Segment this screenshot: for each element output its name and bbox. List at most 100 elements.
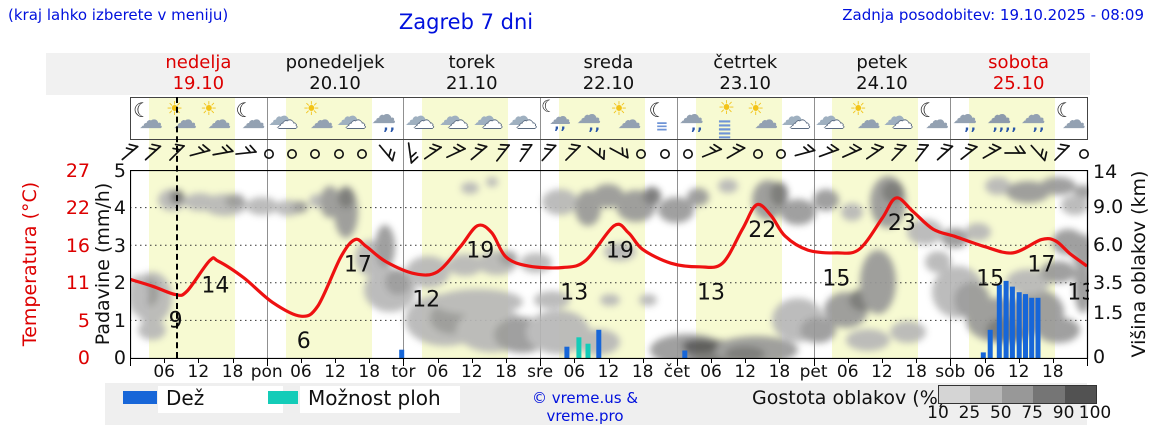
temperature-label: 23 xyxy=(888,211,916,236)
day-abbr-label: tor xyxy=(391,362,416,382)
wind-barb-icon xyxy=(793,141,817,167)
wind-calm-icon xyxy=(770,141,794,167)
wind-barb-icon xyxy=(887,141,911,167)
precip-bar xyxy=(1009,286,1015,358)
cloud-rain-icon: ☁’’ xyxy=(1020,100,1046,142)
cloud-rain-icon: ☁’’ xyxy=(576,100,602,142)
day-header-petek: petek 24.10 xyxy=(814,52,951,94)
wind-calm-icon xyxy=(747,141,771,167)
moon-fog-icon: ☾ ≡ xyxy=(648,98,669,135)
cloud-icon: ☁ ☁ xyxy=(404,102,435,133)
wind-barb-icon xyxy=(514,141,538,167)
wind-barb-icon xyxy=(724,141,748,167)
time-tick xyxy=(916,358,918,363)
time-tick xyxy=(847,358,849,363)
precip-axis-title: Padavine (mm/h) xyxy=(92,182,114,346)
day-name: četrtek xyxy=(713,52,778,73)
hour-label: 12 xyxy=(871,362,893,382)
cloud-height-tick: 9.0 xyxy=(1093,196,1124,218)
wind-calm-icon xyxy=(281,141,305,167)
cloud-icon: ☁ ☁ xyxy=(814,102,845,133)
time-tick xyxy=(711,358,712,363)
time-tick xyxy=(1087,358,1088,366)
density-gradient-segment xyxy=(1033,386,1065,403)
plot-svg: 9 14 6 17 12 19 13 19 13 22 15 23 15 17 13 xyxy=(130,170,1089,359)
time-tick xyxy=(437,358,439,363)
wind-barb-icon xyxy=(933,141,957,167)
day-name: sreda xyxy=(583,52,634,73)
wind-calm-icon xyxy=(630,141,654,167)
wind-calm-icon xyxy=(1073,141,1097,167)
wind-barb-icon xyxy=(910,141,934,167)
day-header-nedelja: nedelja 19.10 xyxy=(130,52,267,94)
rain-swatch xyxy=(123,391,157,404)
cloud-height-tick: 6.0 xyxy=(1093,234,1124,256)
cloud-icon: ☁ ☁ xyxy=(780,102,811,133)
wind-calm-icon xyxy=(351,141,375,167)
time-tick xyxy=(403,358,405,366)
wind-barb-icon xyxy=(607,141,631,167)
precip-tick: 1 xyxy=(113,309,126,332)
sky-icon-box xyxy=(130,97,1088,140)
time-tick xyxy=(232,358,234,363)
current-time-line xyxy=(176,97,179,358)
cloud-icon: ☁ ☁ xyxy=(267,102,298,133)
hour-label: 18 xyxy=(221,362,244,382)
precip-bar xyxy=(564,346,570,358)
cloud-axis-title: Višina oblakov (km) xyxy=(1128,170,1150,358)
wind-calm-icon xyxy=(258,141,282,167)
time-tick xyxy=(164,358,166,363)
day-header-ponedeljek: ponedeljek 20.10 xyxy=(267,52,404,94)
day-header-torek: torek 21.10 xyxy=(403,52,540,94)
moon-cloud-icon: ☾ ☁ xyxy=(919,98,950,134)
day-date: 19.10 xyxy=(172,73,225,94)
time-tick xyxy=(574,358,576,363)
hour-label: 12 xyxy=(460,362,483,382)
time-tick xyxy=(369,358,371,363)
wind-barb-icon xyxy=(1026,141,1050,167)
time-tick xyxy=(130,358,131,366)
density-gradient-segment xyxy=(970,386,1002,403)
temperature-curve xyxy=(130,196,1088,318)
temperature-label: 14 xyxy=(201,274,229,299)
wind-barb-icon xyxy=(584,141,608,167)
legend-plate-rain xyxy=(158,386,283,413)
moon-rain-icon: ☾ ☁’’ xyxy=(541,97,572,141)
day-abbr-label: čet xyxy=(663,362,691,382)
day-separator xyxy=(540,97,542,358)
day-separator xyxy=(950,97,952,358)
cloud-icon: ☁ ☁ xyxy=(438,102,469,133)
precip-bar xyxy=(996,284,1002,358)
day-abbr-label: sob xyxy=(935,362,966,382)
wind-barb-icon xyxy=(561,141,585,167)
precip-bar xyxy=(576,337,582,358)
wind-barb-icon xyxy=(863,141,887,167)
temperature-label: 22 xyxy=(748,218,776,243)
wind-calm-icon xyxy=(677,141,701,167)
cloud-icon: ☁ ☁ xyxy=(472,102,503,133)
temp-tick: 5 xyxy=(77,309,90,332)
day-abbr-label: sre xyxy=(527,362,554,382)
cloud-height-tick: 3.5 xyxy=(1093,272,1124,294)
temperature-label: 17 xyxy=(344,253,372,278)
cloud-icon: ☁ ☁ xyxy=(882,102,913,133)
temperature-axis-title: Temperatura (°C) xyxy=(19,181,41,347)
day-separator xyxy=(676,97,678,358)
day-separator xyxy=(266,97,268,358)
wind-barb-icon xyxy=(491,141,515,167)
density-gradient-segment xyxy=(1001,386,1034,403)
wind-barb-icon xyxy=(188,141,212,167)
hour-label: 06 xyxy=(426,362,449,382)
temp-tick: 0 xyxy=(77,347,90,369)
sun-cloud-icon: ☀ ☁ xyxy=(849,98,881,134)
precip-tick: 4 xyxy=(113,197,126,219)
wind-barb-icon xyxy=(211,141,235,167)
temperature-label: 17 xyxy=(1027,253,1055,278)
moon-cloud-icon: ☾ ☁ xyxy=(235,98,266,134)
temp-tick: 16 xyxy=(65,234,90,257)
meteogram-plot: 9 14 6 17 12 19 13 19 13 22 15 23 15 17 13 xyxy=(130,170,1089,359)
cloud-icon: ☁ ☁ xyxy=(506,102,537,133)
time-tick xyxy=(881,358,883,363)
temperature-label: 13 xyxy=(1067,281,1089,306)
